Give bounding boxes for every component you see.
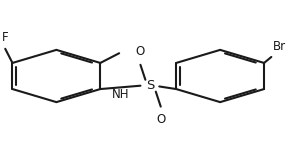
Text: S: S: [146, 79, 155, 92]
Text: NH: NH: [112, 88, 129, 101]
Text: Br: Br: [273, 40, 286, 53]
Text: O: O: [156, 113, 165, 126]
Text: O: O: [136, 45, 145, 58]
Text: F: F: [2, 31, 9, 44]
